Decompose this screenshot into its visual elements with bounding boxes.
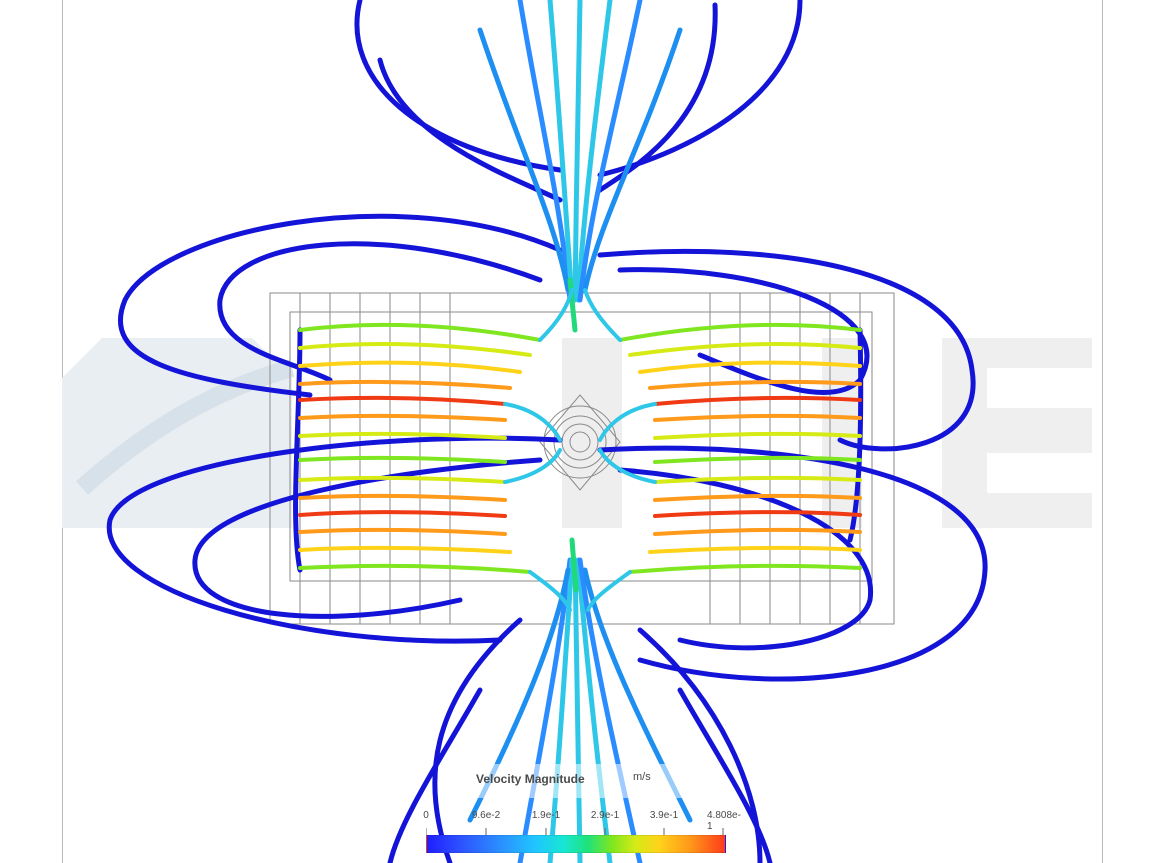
legend-tick-label: 9.6e-2 [471,810,501,821]
fast-band-streamlines [298,322,862,574]
velocity-legend: Velocity Magnitude m/s 0 9.6e-2 1.9e-1 2… [398,758,758,863]
colorbar-tick-marks [426,828,724,836]
legend-tick-label: 2.9e-1 [590,810,620,821]
legend-header-bg [468,764,698,798]
legend-title: Velocity Magnitude [476,772,585,786]
legend-tick-label: 1.9e-1 [531,810,561,821]
legend-unit: m/s [633,771,651,783]
velocity-colorbar [426,835,726,853]
legend-tick-label: 4.808e-1 [707,810,741,832]
transition-streamlines [503,288,657,612]
legend-tick-label: 3.9e-1 [649,810,679,821]
legend-tick-label: 0 [423,810,429,821]
outer-streamlines [106,0,988,863]
